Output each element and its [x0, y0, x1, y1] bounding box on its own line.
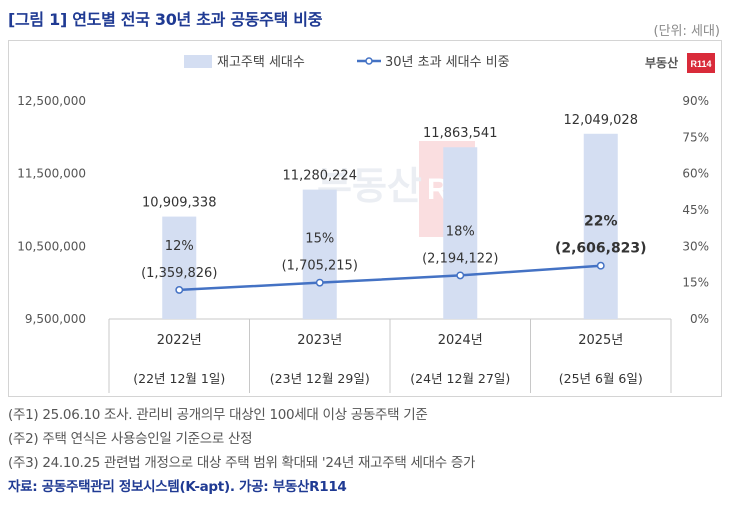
line-point: [175, 285, 184, 294]
logo-badge-text: R114: [690, 59, 711, 69]
category-gridlines: [108, 318, 672, 393]
x-tick-label: 2025년: [578, 333, 623, 348]
bar-series: [162, 133, 618, 319]
axes: 9,500,000 10,500,000 11,500,000 12,500,000 0…: [17, 94, 709, 386]
footnotes: (주1) 25.06.10 조사. 관리비 공개의무 대상인 100세대 이상 …: [8, 403, 722, 499]
x-subtick-label: (22년 12월 1일): [133, 371, 225, 386]
y-left-tick-label: 10,500,000: [17, 239, 86, 253]
bar-value-label: 10,909,338: [142, 196, 216, 211]
source-credit: 자료: 공동주택관리 정보시스템(K-apt). 가공: 부동산R114: [8, 479, 347, 495]
y-right-tick-label: 45%: [682, 203, 709, 217]
line-pct-label: 22%: [584, 214, 618, 230]
legend-line-marker: [365, 57, 373, 65]
data-labels: 10,909,338 11,280,224 11,863,541 12,049,028…: [141, 113, 646, 281]
x-subtick-label: (24년 12월 27일): [410, 371, 510, 386]
y-left-tick-label: 12,500,000: [17, 94, 86, 108]
y-right-tick-label: 90%: [682, 94, 709, 108]
y-left-tick-label: 11,500,000: [17, 167, 86, 181]
bar: [443, 147, 478, 319]
bar: [162, 216, 197, 319]
x-tick-label: 2024년: [438, 333, 483, 348]
logo-badge: [687, 53, 715, 73]
y-right-tick-label: 0%: [690, 312, 709, 326]
line-point: [456, 271, 465, 280]
y-left-tick-label: 9,500,000: [25, 312, 86, 326]
line-pct-label: 18%: [446, 224, 475, 239]
line-point: [315, 278, 324, 287]
legend: 재고주택 세대수 30년 초과 세대수 비중: [184, 55, 510, 70]
y-right-tick-label: 75%: [682, 130, 709, 144]
bar-value-label: 12,049,028: [564, 113, 638, 128]
bar-value-label: 11,280,224: [283, 169, 357, 184]
y-right-tick-label: 60%: [682, 167, 709, 181]
combo-chart: 부동산 R 10,909,33811,280,22411,863,54112,0…: [17, 53, 715, 393]
x-subtick-label: (25년 6월 6일): [559, 371, 643, 386]
line-pct-label: 12%: [165, 239, 194, 254]
line-path: [179, 264, 601, 292]
logo: 부동산 R114: [645, 53, 715, 73]
line-pct-label: 15%: [305, 232, 334, 247]
line-count-label: (2,606,823): [555, 241, 647, 257]
bar: [583, 133, 618, 319]
bar-value-label: 11,863,541: [423, 126, 497, 141]
y-right-tick-label: 30%: [682, 239, 709, 253]
chart-title: [그림 1] 연도별 전국 30년 초과 공동주택 비중: [8, 10, 323, 29]
x-tick-label: 2023년: [297, 333, 342, 348]
unit-label: (단위: 세대): [653, 24, 721, 39]
line-count-label: (2,194,122): [422, 251, 498, 266]
x-subtick-label: (23년 12월 29일): [270, 371, 370, 386]
legend-line-label: 30년 초과 세대수 비중: [385, 55, 510, 70]
y-right-tick-label: 15%: [682, 276, 709, 290]
line-series: [175, 261, 605, 294]
logo-text: 부동산: [645, 55, 678, 70]
chart-area: 부동산 R 10,909,338 11,280,224 11,863,541 12,0…: [8, 40, 722, 397]
footnote-1: (주1) 25.06.10 조사. 관리비 공개의무 대상인 100세대 이상 …: [8, 407, 428, 423]
footnote-3: (주3) 24.10.25 관련법 개정으로 대상 주택 범위 확대돼 '24년…: [8, 455, 476, 471]
footnote-2: (주2) 주택 연식은 사용승인일 기준으로 산정: [8, 431, 253, 447]
legend-bar-swatch: [184, 55, 212, 68]
line-count-label: (1,359,826): [141, 266, 217, 281]
line-point: [596, 261, 605, 270]
line-count-label: (1,705,215): [282, 259, 358, 274]
bar: [302, 189, 337, 319]
legend-bar-label: 재고주택 세대수: [217, 55, 305, 70]
x-tick-label: 2022년: [157, 333, 202, 348]
